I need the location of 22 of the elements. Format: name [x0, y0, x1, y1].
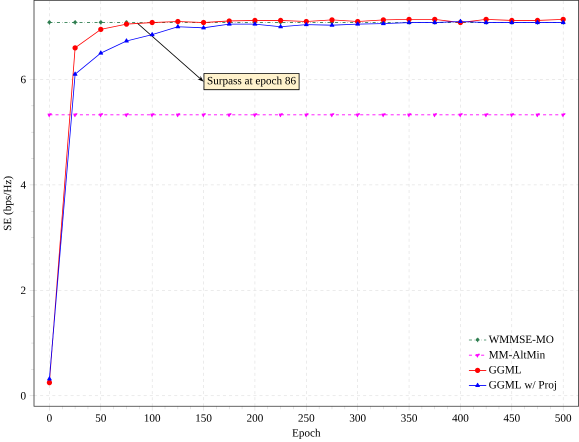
legend-label: MM-AltMin [489, 350, 546, 358]
x-tick-label: 400 [452, 414, 468, 422]
x-tick-label: 150 [196, 414, 212, 422]
x-axis-title: Epoch [292, 428, 320, 439]
legend-label: GGML [489, 366, 521, 374]
x-tick-label: 500 [555, 414, 572, 422]
x-tick-label: 200 [247, 414, 263, 422]
y-axis-title: SE (bps/Hz) [3, 176, 14, 230]
x-tick-label: 100 [144, 414, 160, 422]
x-tick-label: 250 [298, 414, 314, 422]
annotation: Surpass at epoch 86 [208, 76, 296, 87]
y-tick-label: 2 [20, 286, 26, 294]
y-tick-label: 4 [20, 181, 26, 188]
x-tick-label: 450 [504, 414, 520, 422]
x-tick-label: 300 [350, 414, 366, 422]
x-tick-label: 50 [96, 414, 106, 422]
y-tick-label: 0 [20, 392, 26, 400]
y-tick-label: 6 [20, 76, 26, 84]
legend-label: WMMSE-MO [488, 335, 554, 343]
legend-label: GGML w/ Proj [489, 380, 556, 391]
x-tick-label: 0 [47, 414, 52, 422]
x-tick-label: 350 [401, 414, 418, 422]
